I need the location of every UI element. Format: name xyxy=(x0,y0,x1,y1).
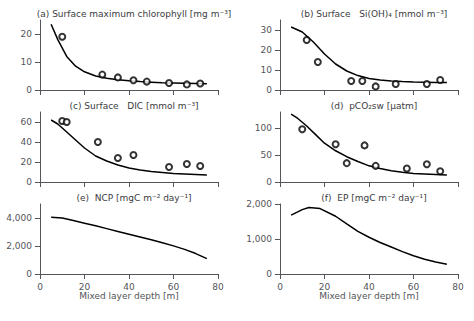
svg-text:60: 60 xyxy=(21,117,33,127)
svg-text:4,000: 4,000 xyxy=(6,213,32,223)
svg-text:0: 0 xyxy=(37,282,43,292)
svg-text:30: 30 xyxy=(261,25,273,35)
svg-text:2,000: 2,000 xyxy=(6,241,32,251)
svg-text:20: 20 xyxy=(21,157,33,167)
svg-text:40: 40 xyxy=(123,282,135,292)
svg-text:Mixed layer depth [m]: Mixed layer depth [m] xyxy=(319,291,419,301)
svg-text:0: 0 xyxy=(277,282,283,292)
svg-text:20: 20 xyxy=(79,282,91,292)
svg-text:20: 20 xyxy=(319,282,331,292)
svg-text:60: 60 xyxy=(168,282,180,292)
svg-text:(b) Surface Si(OH)₄ [mmol m⁻: (b) Surface Si(OH)₄ [mmol m⁻³] xyxy=(301,9,448,19)
svg-text:Mixed layer depth [m]: Mixed layer depth [m] xyxy=(79,291,179,301)
svg-text:80: 80 xyxy=(452,282,464,292)
svg-text:80: 80 xyxy=(212,282,224,292)
svg-text:10: 10 xyxy=(261,65,273,75)
svg-text:(e) NCP [mgC m⁻² day⁻¹]: (e) NCP [mgC m⁻² day⁻¹] xyxy=(76,193,191,203)
svg-text:0: 0 xyxy=(266,85,272,95)
svg-text:0: 0 xyxy=(26,177,32,187)
svg-text:20: 20 xyxy=(261,45,273,55)
svg-text:0: 0 xyxy=(26,85,32,95)
svg-text:2,000: 2,000 xyxy=(246,199,272,209)
svg-text:(d) pCO₂sw [μatm]: (d) pCO₂sw [μatm] xyxy=(331,101,418,111)
svg-text:10: 10 xyxy=(21,57,33,67)
svg-text:0: 0 xyxy=(266,177,272,187)
svg-text:100: 100 xyxy=(255,123,272,133)
svg-text:(a) Surface maximum chlorophyl: (a) Surface maximum chlorophyll [mg m⁻³] xyxy=(37,9,232,19)
svg-text:0: 0 xyxy=(26,269,32,279)
svg-text:0: 0 xyxy=(266,269,272,279)
svg-text:50: 50 xyxy=(261,150,273,160)
svg-text:(f) EP [mgC m⁻² day⁻¹]: (f) EP [mgC m⁻² day⁻¹] xyxy=(321,193,426,203)
svg-text:40: 40 xyxy=(363,282,375,292)
svg-text:1,000: 1,000 xyxy=(246,234,272,244)
svg-text:(c) Surface DIC [mmol m⁻³]: (c) Surface DIC [mmol m⁻³] xyxy=(70,101,199,111)
svg-text:60: 60 xyxy=(408,282,420,292)
svg-text:40: 40 xyxy=(21,137,33,147)
svg-text:20: 20 xyxy=(21,29,33,39)
